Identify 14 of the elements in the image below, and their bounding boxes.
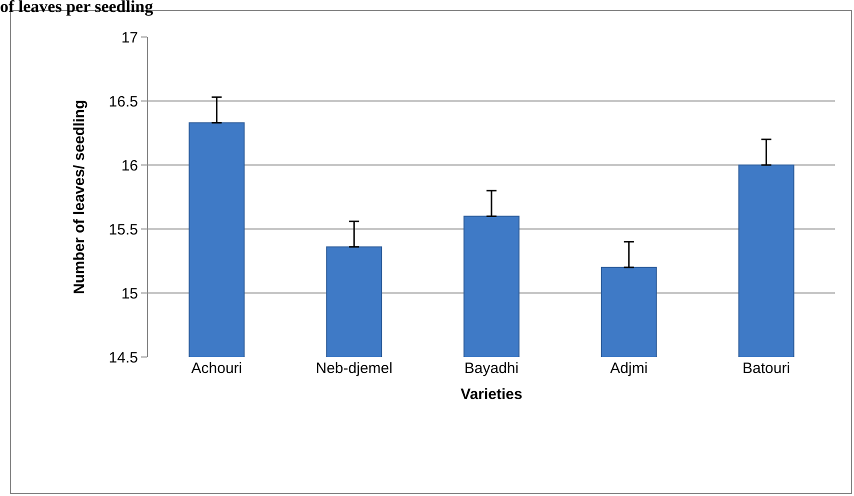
y-tick-label: 15 <box>121 285 138 302</box>
x-tick-label: Neb-djemel <box>316 360 392 377</box>
y-tick-label: 15.5 <box>108 221 138 238</box>
y-axis-title: Number of leaves/ seedling <box>71 100 88 294</box>
x-tick-label: Achouri <box>191 360 242 377</box>
y-tick-label: 16 <box>121 157 138 174</box>
x-tick-label: Bayadhi <box>464 360 519 377</box>
x-axis-title: Varieties <box>460 386 522 403</box>
x-tick-label: Adjmi <box>610 360 648 377</box>
y-tick-label: 16.5 <box>108 93 138 110</box>
chart-title: of leaves per seedling <box>0 0 154 17</box>
y-tick-label: 14.5 <box>108 349 138 366</box>
y-tick-label: 17 <box>121 29 138 46</box>
x-tick-label: Batouri <box>742 360 790 377</box>
